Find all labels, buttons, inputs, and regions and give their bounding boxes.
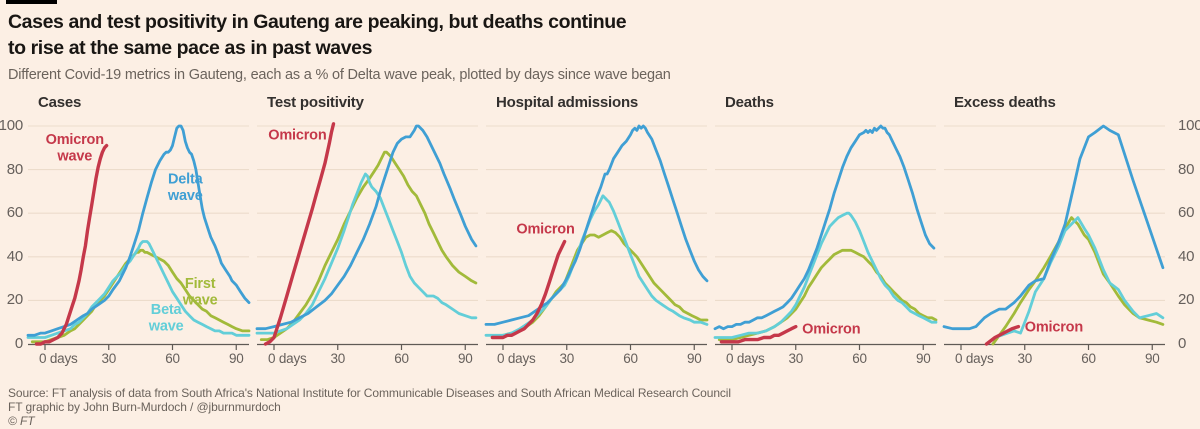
annotation-first: First <box>185 276 216 292</box>
small-multiples-row: 100 80 60 40 20 0 Cases 0 days 30 60 90 Omicron wa… <box>0 94 1200 374</box>
series-line-omicron-wave <box>34 143 109 346</box>
y-tick-label: 100 <box>0 117 23 134</box>
x-tick-label: 30 <box>101 351 116 366</box>
series-line-beta-wave <box>255 172 478 335</box>
annotation-omicron: Omicron <box>1025 320 1083 336</box>
y-tick-label: 60 <box>6 204 24 222</box>
x-tick-label: 90 <box>916 351 931 366</box>
page-subtitle: Different Covid-19 metrics in Gauteng, e… <box>8 67 671 83</box>
y-tick-label: 40 <box>1178 247 1195 265</box>
series-line-delta-wave <box>484 124 709 326</box>
series-line-omicron-wave <box>719 324 798 344</box>
series-line-first-wave <box>991 216 1165 346</box>
series-line-first-wave <box>259 150 478 342</box>
x-tick-label: 0 days <box>39 351 78 366</box>
x-tick-label: 60 <box>1081 351 1096 366</box>
annotation-beta: Beta <box>151 302 183 318</box>
x-tick-label: 0 days <box>726 351 765 366</box>
x-tick-label: 0 days <box>497 351 536 366</box>
series-line-omicron-wave <box>263 122 336 346</box>
chart-panel-cases: Cases 0 days 30 60 90 Omicron wave Delta wave Fi… <box>24 94 253 374</box>
series-line-beta-wave <box>713 211 938 339</box>
x-tick-label: 60 <box>394 351 409 366</box>
panel-title-test-positivity: Test positivity <box>267 94 364 111</box>
y-tick-label: 80 <box>6 160 24 178</box>
series-line-beta-wave <box>484 194 709 337</box>
chart-panel-test-positivity: Test positivity 0 days 30 60 90 Omicron <box>253 94 482 374</box>
panel-title-cases: Cases <box>38 94 82 111</box>
annotation-omicron: Omicron <box>46 132 104 148</box>
chart-panel-excess-deaths: Excess deaths 0 days 30 60 90 Omicron <box>940 94 1169 374</box>
x-tick-label: 0 days <box>268 351 307 366</box>
x-tick-label: 60 <box>165 351 180 366</box>
series-line-beta-wave <box>993 216 1165 339</box>
ft-slug-bar <box>6 0 57 4</box>
series-line-delta-wave <box>942 124 1165 331</box>
y-axis-right: 100 80 60 40 20 0 <box>1169 94 1200 374</box>
deaths-chart: 0 days 30 60 90 Omicron <box>713 124 938 366</box>
y-tick-label: 0 <box>14 335 23 352</box>
annotation-first: wave <box>182 292 218 308</box>
x-tick-label: 30 <box>788 351 803 366</box>
annotation-omicron: Omicron <box>268 128 326 144</box>
hospital-admissions-chart: 0 days 30 60 90 Omicron <box>484 124 709 366</box>
series-line-omicron-wave <box>984 324 1021 346</box>
annotation-omicron: Omicron <box>802 322 860 338</box>
y-tick-label: 100 <box>1178 117 1200 134</box>
y-axis-left: 100 80 60 40 20 0 <box>0 94 24 374</box>
y-tick-label: 20 <box>6 291 24 309</box>
series-line-first-wave <box>30 248 251 344</box>
series-line-delta-wave <box>713 124 936 331</box>
series-line-beta-wave <box>26 240 251 339</box>
annotation-beta: wave <box>148 319 184 335</box>
x-tick-label: 90 <box>458 351 473 366</box>
title-line-2: to rise at the same pace as in past wave… <box>8 37 373 59</box>
annotation-delta: Delta <box>168 171 204 187</box>
page-title: Cases and test positivity in Gauteng are… <box>8 9 627 61</box>
x-tick-label: 90 <box>1145 351 1160 366</box>
graphic-credit: FT graphic by John Burn-Murdoch / @jburn… <box>8 400 281 414</box>
y-tick-label: 0 <box>1178 335 1187 352</box>
x-tick-label: 30 <box>1017 351 1032 366</box>
x-tick-label: 90 <box>229 351 244 366</box>
source-note: Source: FT analysis of data from South A… <box>8 386 731 400</box>
panel-title-deaths: Deaths <box>725 94 774 111</box>
series-line-delta-wave <box>255 124 478 331</box>
x-tick-label: 0 days <box>955 351 994 366</box>
cases-chart: 0 days 30 60 90OmicronwaveDeltawaveFirstwav… <box>26 124 251 366</box>
y-tick-label: 60 <box>1178 204 1195 222</box>
test-positivity-chart: 0 days 30 60 90 Omicron <box>255 122 478 366</box>
annotation-omicron: Omicron <box>516 221 574 237</box>
series-line-omicron-wave <box>490 239 567 340</box>
y-tick-label: 40 <box>6 247 24 265</box>
x-tick-label: 60 <box>852 351 867 366</box>
annotation-omicron: wave <box>56 149 92 165</box>
y-tick-label: 20 <box>1178 291 1195 309</box>
x-tick-label: 30 <box>330 351 345 366</box>
series-line-first-wave <box>490 229 709 339</box>
x-tick-label: 30 <box>559 351 574 366</box>
footer: Source: FT analysis of data from South A… <box>8 386 731 428</box>
y-tick-label: 80 <box>1178 160 1195 178</box>
title-line-1: Cases and test positivity in Gauteng are… <box>8 11 627 33</box>
chart-panel-hospital-admissions: Hospital admissions 0 days 30 60 90 Omicron <box>482 94 711 374</box>
panel-title-excess-deaths: Excess deaths <box>954 94 1056 111</box>
excess-deaths-chart: 0 days 30 60 90 Omicron <box>942 124 1165 366</box>
x-tick-label: 60 <box>623 351 638 366</box>
panel-title-hospital-admissions: Hospital admissions <box>496 94 639 111</box>
annotation-delta: wave <box>167 188 203 204</box>
chart-panel-deaths: Deaths 0 days 30 60 90 Omicron <box>711 94 940 374</box>
series-line-delta-wave <box>26 124 251 337</box>
copyright-note: © FT <box>8 414 35 428</box>
x-tick-label: 90 <box>687 351 702 366</box>
